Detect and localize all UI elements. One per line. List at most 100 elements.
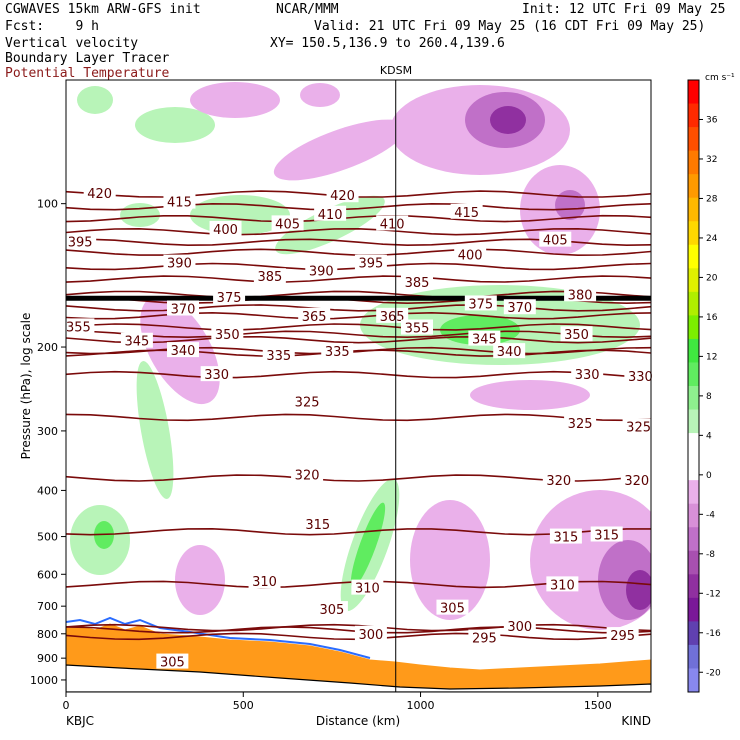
colorbar-tick-label: 16 bbox=[706, 313, 718, 323]
colorbar-swatch bbox=[688, 244, 699, 269]
theta-label-bg bbox=[271, 215, 304, 231]
theta-label-bg bbox=[468, 629, 501, 645]
theta-label-bg bbox=[468, 330, 501, 346]
theta-label: 350 bbox=[564, 328, 589, 343]
colorbar-tick-label: 32 bbox=[706, 155, 717, 165]
theta-label: 335 bbox=[266, 349, 291, 364]
y-axis-label: Pressure (hPa), log scale bbox=[19, 313, 33, 460]
y-tick-label: 900 bbox=[37, 652, 58, 665]
x-axis: 0 500 1000 1500 bbox=[63, 692, 612, 712]
theta-label: 335 bbox=[325, 345, 350, 360]
theta-label-bg bbox=[291, 393, 324, 409]
theta-label-bg bbox=[590, 526, 623, 542]
theta-label-bg bbox=[62, 318, 95, 334]
theta-label: 310 bbox=[550, 578, 575, 593]
y-tick-label: 800 bbox=[37, 628, 58, 641]
downward-motion-area bbox=[190, 82, 280, 118]
y-tick-label: 300 bbox=[37, 425, 58, 438]
colorbar-tick-label: -4 bbox=[706, 510, 715, 520]
colorbar-swatch bbox=[688, 150, 699, 175]
theta-label-bg bbox=[305, 262, 338, 278]
theta-label-bg bbox=[376, 215, 409, 231]
colorbar-swatch bbox=[688, 127, 699, 152]
colorbar-swatch bbox=[688, 103, 699, 128]
model-title: CGWAVES 15km ARW-GFS init bbox=[5, 2, 201, 17]
downward-motion-area bbox=[175, 545, 225, 615]
theta-label: 400 bbox=[213, 223, 238, 238]
theta-label-bg bbox=[163, 193, 196, 209]
theta-label-bg bbox=[301, 515, 334, 531]
theta-contour-line bbox=[66, 290, 651, 299]
downward-motion-area bbox=[273, 119, 407, 181]
theta-label: 350 bbox=[215, 328, 240, 343]
terrain bbox=[66, 664, 651, 692]
theta-label: 325 bbox=[568, 417, 593, 432]
colorbar-unit: cm s⁻¹ bbox=[705, 73, 735, 83]
theta-label-bg bbox=[539, 231, 572, 247]
theta-label: 390 bbox=[167, 257, 192, 272]
center-label: NCAR/MMM bbox=[276, 2, 339, 17]
theta-label-bg bbox=[163, 254, 196, 270]
theta-label: 405 bbox=[543, 234, 568, 249]
theta-label-bg bbox=[436, 599, 469, 615]
valid-time: Valid: 21 UTC Fri 09 May 25 (16 CDT Fri … bbox=[314, 19, 706, 34]
theta-label-bg bbox=[622, 418, 655, 434]
potential-temperature-contours bbox=[66, 190, 651, 641]
colorbar-swatch bbox=[688, 409, 699, 434]
theta-label-bg bbox=[211, 326, 244, 342]
y-tick-label: 500 bbox=[37, 531, 58, 544]
theta-label: 395 bbox=[68, 235, 93, 250]
theta-label: 395 bbox=[358, 257, 383, 272]
y-tick-label: 200 bbox=[37, 341, 58, 354]
theta-label: 340 bbox=[171, 344, 196, 359]
y-tick-label: 400 bbox=[37, 484, 58, 497]
theta-label-bg bbox=[156, 653, 189, 669]
theta-label-bg bbox=[83, 185, 116, 201]
theta-contour-line bbox=[66, 304, 651, 312]
tracer-edge bbox=[66, 616, 371, 659]
theta-label-bg bbox=[401, 319, 433, 335]
colorbar: 36 32 28 24 20 16 12 8 4 0 -4 -8 -12 -16 -20 bbox=[687, 79, 721, 693]
theta-label-bg bbox=[315, 601, 348, 617]
colorbar-swatch bbox=[688, 197, 699, 222]
colorbar-swatch bbox=[688, 527, 699, 552]
cross-section-xy: XY= 150.5,136.9 to 260.4,139.6 bbox=[270, 36, 505, 51]
field-vertical-velocity: Vertical velocity bbox=[5, 36, 139, 51]
theta-label-bg bbox=[549, 528, 582, 544]
theta-label-bg bbox=[253, 268, 286, 284]
strong-downward-motion-area bbox=[555, 190, 585, 220]
theta-label-bg bbox=[354, 254, 387, 270]
colorbar-tick-label: 24 bbox=[706, 234, 718, 244]
colorbar-swatch bbox=[688, 668, 699, 693]
colorbar-tick-label: 12 bbox=[706, 352, 717, 362]
theta-label-bg bbox=[606, 627, 639, 643]
theta-label-bg bbox=[200, 366, 233, 382]
colorbar-tick-label: 28 bbox=[706, 194, 718, 204]
theta-label-bg bbox=[326, 187, 359, 203]
y-tick-label: 1000 bbox=[30, 674, 58, 687]
theta-contour-line bbox=[66, 227, 651, 236]
colorbar-tick-label: -12 bbox=[706, 589, 721, 599]
x-axis-label: Distance (km) bbox=[316, 714, 400, 728]
downward-motion-area bbox=[300, 83, 340, 107]
theta-label-bg bbox=[564, 286, 597, 302]
theta-label: 320 bbox=[295, 468, 320, 483]
theta-label: 325 bbox=[295, 395, 320, 410]
upward-motion-area bbox=[120, 203, 160, 227]
theta-label-bg bbox=[546, 576, 579, 592]
colorbar-swatch bbox=[688, 550, 699, 575]
theta-label: 370 bbox=[171, 302, 196, 317]
field-boundary-layer-tracer: Boundary Layer Tracer bbox=[5, 51, 170, 66]
downward-motion-area bbox=[470, 380, 590, 410]
theta-label-bg bbox=[620, 471, 653, 487]
forecast-hour: Fcst: 9 h bbox=[5, 19, 99, 34]
theta-label: 315 bbox=[553, 531, 578, 546]
colorbar-tick-label: -20 bbox=[706, 668, 721, 678]
theta-label-bg bbox=[464, 295, 497, 311]
theta-contour-line bbox=[66, 370, 651, 379]
colorbar-swatch bbox=[688, 291, 699, 316]
colorbar-swatch bbox=[688, 480, 699, 505]
theta-label: 355 bbox=[405, 322, 430, 337]
theta-label-bg bbox=[503, 299, 536, 315]
